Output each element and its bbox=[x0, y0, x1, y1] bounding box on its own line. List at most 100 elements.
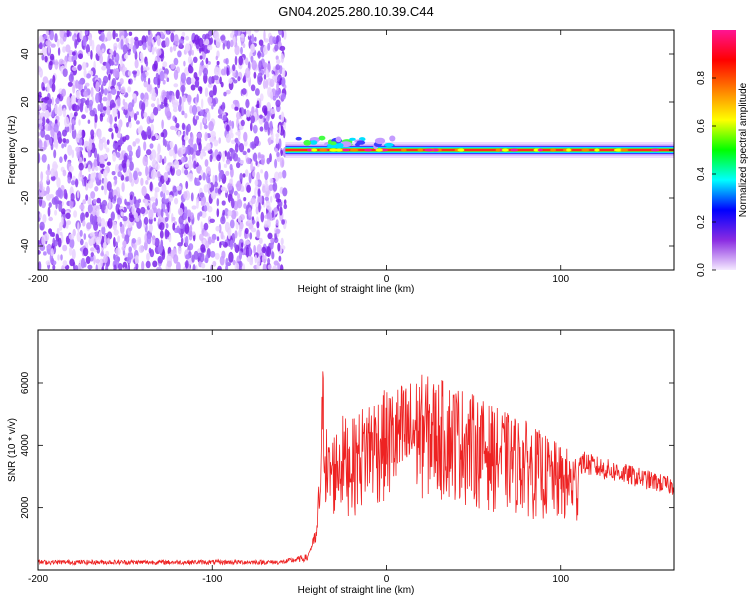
heatmap-band-hotspot bbox=[594, 148, 600, 152]
heatmap-noise-cell bbox=[241, 30, 246, 33]
heatmap-noise-cell bbox=[199, 122, 203, 131]
heatmap-noise-cell bbox=[253, 244, 256, 255]
heatmap-noise-cell bbox=[50, 43, 56, 48]
heatmap-noise-cell bbox=[145, 260, 151, 269]
heatmap-noise-cell bbox=[256, 100, 260, 109]
heatmap-noise-cell bbox=[161, 183, 167, 194]
heatmap-noise-cell bbox=[257, 194, 263, 205]
heatmap-noise-cell bbox=[142, 42, 147, 51]
heatmap-noise-cell bbox=[243, 203, 247, 209]
heatmap-noise-cell bbox=[240, 46, 243, 55]
heatmap-noise-cell bbox=[87, 180, 94, 189]
heatmap-noise-cell bbox=[127, 86, 132, 93]
heatmap-noise-cell bbox=[161, 94, 165, 100]
heatmap-noise-cell bbox=[199, 233, 204, 241]
heatmap-noise-cell bbox=[185, 43, 191, 52]
heatmap-noise-cell bbox=[38, 104, 41, 110]
heatmap-band-blob bbox=[329, 141, 337, 146]
heatmap-noise-cell bbox=[184, 223, 190, 234]
heatmap-noise-cell bbox=[195, 106, 201, 113]
heatmap-noise-cell bbox=[101, 225, 106, 235]
heatmap-noise-cell bbox=[231, 209, 237, 220]
heatmap-noise-cell bbox=[257, 188, 261, 197]
heatmap-noise-cell bbox=[200, 169, 204, 176]
heatmap-noise-cell bbox=[203, 117, 207, 124]
heatmap-noise-cell bbox=[283, 121, 286, 131]
heatmap-noise-cell bbox=[122, 215, 128, 222]
heatmap-noise-cell bbox=[281, 93, 286, 100]
heatmap-noise-cell bbox=[252, 166, 256, 171]
heatmap-noise-cell bbox=[118, 263, 123, 270]
heatmap-noise-cell bbox=[117, 123, 121, 133]
heatmap-noise-cell bbox=[189, 147, 194, 155]
heatmap-noise-cell bbox=[62, 129, 67, 137]
heatmap-noise-cell bbox=[165, 208, 168, 217]
heatmap-noise-cell bbox=[144, 66, 150, 71]
heatmap-noise-cell bbox=[236, 111, 241, 120]
heatmap-noise-cell bbox=[204, 159, 209, 167]
heatmap-noise-cell bbox=[200, 109, 204, 116]
heatmap-noise-cell bbox=[238, 143, 245, 153]
heatmap-noise-cell bbox=[272, 182, 278, 192]
heatmap-noise-cell bbox=[106, 237, 111, 245]
heatmap-noise-cell bbox=[241, 186, 245, 192]
heatmap-noise-cell bbox=[135, 120, 140, 125]
heatmap-noise-cell bbox=[68, 233, 75, 240]
heatmap-band-hotspot bbox=[537, 148, 543, 152]
heatmap-noise-cell bbox=[74, 265, 79, 270]
heatmap-noise-cell bbox=[263, 107, 268, 117]
heatmap-noise-cell bbox=[135, 262, 139, 270]
heatmap-noise-cell bbox=[156, 97, 160, 107]
heatmap-noise-cell bbox=[204, 87, 209, 97]
heatmap-noise-cell bbox=[83, 157, 87, 163]
heatmap-noise-cell bbox=[246, 116, 251, 121]
heatmap-noise-cell bbox=[165, 190, 170, 196]
heatmap-noise-cell bbox=[208, 121, 214, 132]
heatmap-noise-cell bbox=[275, 55, 279, 61]
heatmap-noise-cell bbox=[128, 43, 134, 50]
heatmap-noise-cell bbox=[66, 220, 72, 226]
heatmap-noise-cell bbox=[191, 104, 198, 116]
heatmap-noise-cell bbox=[185, 180, 189, 190]
heatmap-noise-cell bbox=[48, 216, 53, 222]
heatmap-noise-cell bbox=[198, 37, 204, 48]
heatmap-noise-cell bbox=[49, 60, 53, 66]
heatmap-noise-cell bbox=[238, 265, 242, 270]
heatmap-noise-cell bbox=[57, 47, 61, 56]
heatmap-noise-cell bbox=[65, 212, 71, 219]
heatmap-noise-cell bbox=[62, 260, 68, 267]
heatmap-noise-cell bbox=[154, 77, 159, 85]
heatmap-noise-cell bbox=[140, 64, 144, 76]
heatmap-noise-cell bbox=[125, 175, 130, 182]
heatmap-noise-cell bbox=[116, 151, 121, 158]
heatmap-noise-cell bbox=[223, 163, 228, 168]
heatmap-noise-cell bbox=[203, 67, 208, 77]
heatmap-noise-cell bbox=[277, 262, 281, 270]
heatmap-noise-cell bbox=[71, 118, 75, 125]
heatmap-noise-cell bbox=[148, 247, 152, 254]
heatmap-noise-cell bbox=[188, 173, 194, 182]
heatmap-noise-cell bbox=[264, 196, 269, 201]
heatmap-noise-cell bbox=[186, 76, 192, 85]
heatmap-noise-cell bbox=[159, 70, 165, 82]
heatmap-noise-cell bbox=[82, 36, 86, 47]
heatmap-noise-cell bbox=[102, 169, 108, 178]
heatmap-noise-cell bbox=[209, 154, 213, 163]
heatmap-noise-cell bbox=[146, 126, 152, 136]
heatmap-noise-cell bbox=[241, 242, 244, 248]
heatmap-noise-cell bbox=[258, 202, 261, 213]
heatmap-noise-cell bbox=[259, 114, 263, 119]
heatmap-noise-cell bbox=[103, 88, 108, 96]
heatmap-noise-cell bbox=[164, 228, 168, 240]
heatmap-noise-cell bbox=[156, 48, 162, 56]
heatmap-noise-cell bbox=[193, 143, 197, 152]
heatmap-noise-cell bbox=[111, 88, 117, 95]
heatmap-noise-cell bbox=[41, 54, 45, 61]
heatmap-noise-cell bbox=[134, 36, 139, 41]
heatmap-noise-cell bbox=[156, 266, 162, 270]
heatmap-noise-cell bbox=[46, 185, 50, 195]
heatmap-noise-cell bbox=[89, 255, 94, 262]
heatmap-noise-cell bbox=[245, 57, 249, 66]
heatmap-noise-cell bbox=[208, 76, 213, 85]
heatmap-noise-cell bbox=[202, 172, 206, 181]
